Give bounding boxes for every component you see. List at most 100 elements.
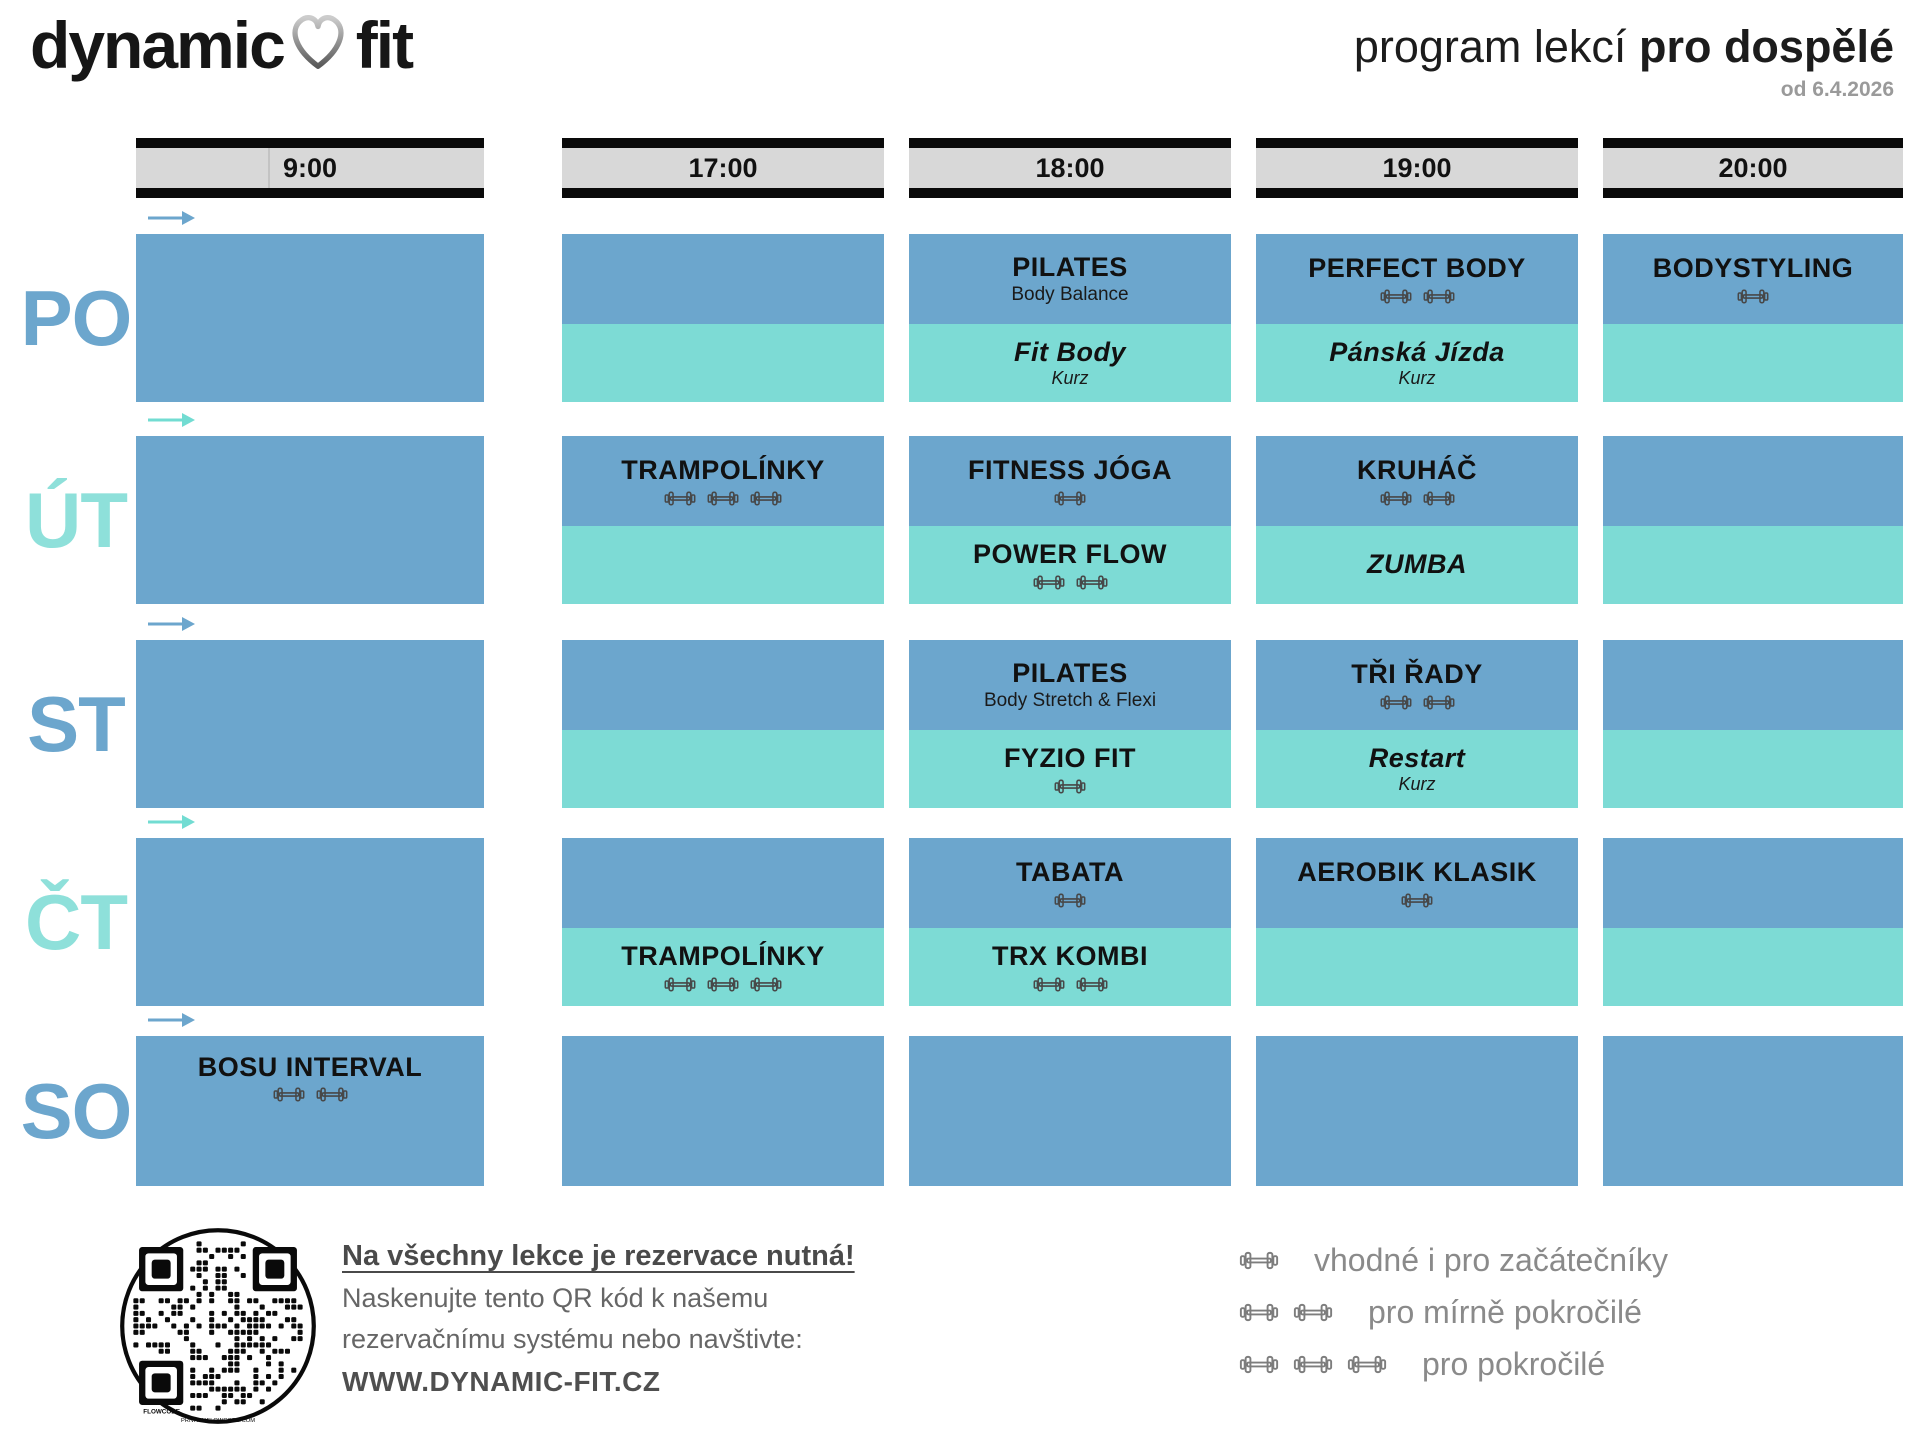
row-arrow-icon bbox=[148, 1013, 195, 1027]
class-title: TABATA bbox=[1016, 857, 1124, 888]
dumbbell-icon bbox=[1401, 893, 1433, 907]
difficulty-dumbbells bbox=[1379, 288, 1456, 305]
class-title: PILATES bbox=[1012, 251, 1128, 282]
difficulty-dumbbells bbox=[1238, 1250, 1280, 1271]
difficulty-dumbbells bbox=[1053, 490, 1087, 507]
schedule-cell-st-20 bbox=[1603, 640, 1903, 808]
schedule-cell-st-17 bbox=[562, 640, 884, 808]
dumbbell-icon bbox=[1293, 1303, 1333, 1321]
row-arrow-icon bbox=[148, 617, 195, 631]
heart-icon bbox=[292, 15, 344, 69]
difficulty-dumbbells bbox=[1736, 288, 1770, 305]
qr-code: FLOWCODE PRIVACY.FLOWCODE.COM bbox=[118, 1226, 318, 1426]
class-block: Pánská Jízda Kurz bbox=[1256, 324, 1578, 402]
dumbbell-icon bbox=[1239, 1303, 1279, 1321]
dumbbell-icon bbox=[664, 977, 696, 991]
qr-label-flowcode: FLOWCODE bbox=[143, 1408, 180, 1415]
class-title: BODYSTYLING bbox=[1652, 253, 1854, 284]
schedule-cell-ut-19: KRUHÁČ ZUMBA bbox=[1256, 436, 1578, 604]
class-block: TABATA bbox=[909, 838, 1231, 928]
schedule-cell-ct-20 bbox=[1603, 838, 1903, 1006]
difficulty-legend: vhodné i pro začátečníky pro mírně pokro… bbox=[1238, 1234, 1668, 1390]
difficulty-dumbbells bbox=[1379, 694, 1456, 711]
time-header-18: 18:00 bbox=[909, 138, 1231, 198]
class-title: AEROBIK KLASIK bbox=[1297, 857, 1537, 888]
class-title: TŘI ŘADY bbox=[1351, 659, 1483, 690]
difficulty-dumbbells bbox=[1053, 892, 1087, 909]
dumbbell-icon bbox=[664, 491, 696, 505]
schedule-cell-po-17 bbox=[562, 234, 884, 402]
page-title: program lekcí pro dospělé bbox=[1354, 22, 1894, 72]
schedule-cell-ut-18: FITNESS JÓGA POWER FLOW bbox=[909, 436, 1231, 604]
schedule-cell-so-9: BOSU INTERVAL bbox=[136, 1036, 484, 1186]
schedule-cell-po-9 bbox=[136, 234, 484, 402]
schedule-cell-ct-17: TRAMPOLÍNKY bbox=[562, 838, 884, 1006]
time-header-9: 9:00 bbox=[136, 138, 484, 198]
dumbbell-icon bbox=[707, 491, 739, 505]
class-subtitle: Kurz bbox=[1398, 367, 1436, 388]
logo: dynamic fit bbox=[30, 10, 414, 80]
dumbbell-icon bbox=[1737, 289, 1769, 303]
class-block: AEROBIK KLASIK bbox=[1256, 838, 1578, 928]
schedule-cell-po-20: BODYSTYLING bbox=[1603, 234, 1903, 402]
class-block: Restart Kurz bbox=[1256, 730, 1578, 808]
dumbbell-icon bbox=[1423, 289, 1454, 303]
dumbbell-icon bbox=[750, 977, 782, 991]
schedule-cell-ct-19: AEROBIK KLASIK bbox=[1256, 838, 1578, 1006]
dumbbell-icon bbox=[1054, 491, 1086, 505]
dumbbell-icon bbox=[1380, 289, 1411, 303]
difficulty-dumbbells bbox=[1032, 574, 1109, 591]
schedule-cell-ut-17: TRAMPOLÍNKY bbox=[562, 436, 884, 604]
schedule-cell-po-19: PERFECT BODY Pánská Jízda Kurz bbox=[1256, 234, 1578, 402]
class-block: KRUHÁČ bbox=[1256, 436, 1578, 526]
class-block: TRAMPOLÍNKY bbox=[562, 928, 884, 1006]
class-block: BODYSTYLING bbox=[1603, 234, 1903, 324]
reservation-note: Na všechny lekce je rezervace nutná! Nas… bbox=[342, 1234, 855, 1404]
dumbbell-icon bbox=[1033, 977, 1064, 991]
page-title-bold: pro dospělé bbox=[1638, 21, 1894, 72]
class-title: Pánská Jízda bbox=[1329, 336, 1505, 367]
legend-item: pro pokročilé bbox=[1238, 1338, 1668, 1390]
class-title: FYZIO FIT bbox=[1004, 743, 1136, 774]
dumbbell-icon bbox=[750, 491, 782, 505]
class-subtitle: Body Stretch & Flexi bbox=[983, 689, 1157, 711]
dumbbell-icon bbox=[273, 1087, 304, 1102]
reservation-headline: Na všechny lekce je rezervace nutná! bbox=[342, 1240, 855, 1272]
class-subtitle: Kurz bbox=[1398, 773, 1436, 794]
class-block: ZUMBA bbox=[1256, 526, 1578, 604]
schedule-cell-st-18: PILATES Body Stretch & Flexi FYZIO FIT bbox=[909, 640, 1231, 808]
dumbbell-icon bbox=[316, 1087, 347, 1102]
row-arrow-icon bbox=[148, 413, 195, 427]
dumbbell-icon bbox=[1239, 1251, 1279, 1269]
class-title: ZUMBA bbox=[1367, 549, 1467, 580]
schedule-cell-ut-9 bbox=[136, 436, 484, 604]
schedule-cell-so-18 bbox=[909, 1036, 1231, 1186]
class-subtitle: Kurz bbox=[1051, 367, 1089, 388]
dumbbell-icon bbox=[1380, 695, 1411, 709]
schedule-cell-ct-18: TABATA TRX KOMBI bbox=[909, 838, 1231, 1006]
class-block: PILATES Body Stretch & Flexi bbox=[909, 640, 1231, 730]
class-title: PERFECT BODY bbox=[1308, 253, 1526, 284]
class-block: BOSU INTERVAL bbox=[136, 1036, 484, 1186]
dumbbell-icon bbox=[1423, 491, 1454, 505]
dumbbell-icon bbox=[1076, 575, 1107, 589]
time-header-20: 20:00 bbox=[1603, 138, 1903, 198]
difficulty-dumbbells bbox=[272, 1086, 349, 1103]
class-title: FITNESS JÓGA bbox=[967, 455, 1173, 486]
difficulty-dumbbells bbox=[1238, 1302, 1334, 1323]
class-block: PILATES Body Balance bbox=[909, 234, 1231, 324]
day-label-ct: ČT bbox=[25, 877, 128, 966]
class-block: FYZIO FIT bbox=[909, 730, 1231, 808]
legend-label: vhodné i pro začátečníky bbox=[1314, 1241, 1668, 1278]
page-title-regular: program lekcí bbox=[1353, 21, 1639, 72]
schedule-cell-st-9 bbox=[136, 640, 484, 808]
class-title: Restart bbox=[1368, 742, 1466, 773]
schedule-cell-so-20 bbox=[1603, 1036, 1903, 1186]
difficulty-dumbbells bbox=[1379, 490, 1456, 507]
day-label-st: ST bbox=[27, 679, 126, 768]
dumbbell-icon bbox=[1076, 977, 1107, 991]
schedule-cell-so-19 bbox=[1256, 1036, 1578, 1186]
reservation-line: Naskenujte tento QR kód k našemu bbox=[342, 1283, 769, 1313]
website-url: WWW.DYNAMIC-FIT.CZ bbox=[342, 1366, 661, 1397]
